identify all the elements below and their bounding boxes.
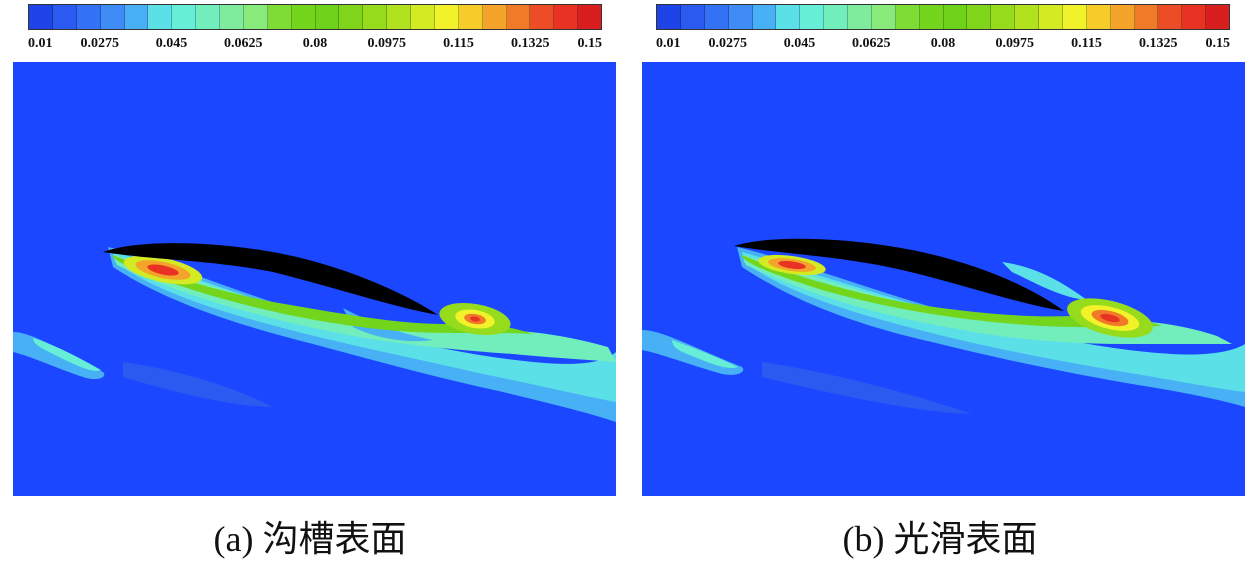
colorbar-segment — [363, 5, 388, 29]
colorbar-segment — [267, 5, 292, 29]
lower-haze — [123, 362, 273, 407]
colorbar-segment — [339, 5, 364, 29]
colorbar-segment — [919, 5, 944, 29]
colorbar-segment — [1134, 5, 1159, 29]
panel-caption: (b) 光滑表面 — [842, 519, 1038, 559]
colorbar-segment — [776, 5, 801, 29]
colorbar-segment — [895, 5, 920, 29]
hotspot-leading-core — [778, 261, 806, 269]
colorbar-segment — [29, 5, 53, 29]
colorbar-segment — [458, 5, 483, 29]
colorbar-segment — [578, 5, 601, 29]
colorbar-tick: 0.0625 — [224, 36, 263, 51]
colorbar-tick: 0.115 — [443, 36, 474, 51]
colorbar-segment — [991, 5, 1016, 29]
colorbar-segment — [220, 5, 244, 29]
colorbar-segment — [76, 5, 101, 29]
airfoil — [103, 243, 438, 315]
colorbar-segment — [100, 5, 125, 29]
colorbar-segment — [482, 5, 507, 29]
colorbar-tick: 0.045 — [783, 36, 816, 51]
colorbar-segment — [1206, 5, 1229, 29]
colorbar-tick: 0.15 — [1205, 36, 1231, 51]
colorbar-segment — [1158, 5, 1183, 29]
colorbar-segment — [148, 5, 173, 29]
colorbar-ticks: 0.01 0.0275 0.045 0.0625 0.08 0.0975 0.1… — [656, 36, 1230, 56]
colorbar-segment — [1110, 5, 1135, 29]
vortex-core — [1100, 313, 1120, 323]
colorbar-tick: 0.1325 — [511, 36, 550, 51]
colorbar-segment — [411, 5, 435, 29]
hotspot-leading-core — [147, 264, 179, 276]
colorbar-segment — [967, 5, 992, 29]
colorbar-segment — [704, 5, 729, 29]
colorbar-tick: 0.0975 — [367, 36, 407, 51]
colorbar-segment — [752, 5, 777, 29]
colorbar-segment — [387, 5, 411, 29]
colorbar-segment — [196, 5, 220, 29]
colorbar-segment — [1182, 5, 1207, 29]
colorbar-segment — [1039, 5, 1063, 29]
colorbar-tick: 0.1325 — [1139, 36, 1178, 51]
colorbar-segment — [243, 5, 268, 29]
colorbar-segment — [1015, 5, 1039, 29]
colorbar-segment — [848, 5, 872, 29]
wake-cyan — [742, 252, 1245, 392]
colorbar-tick: 0.0275 — [708, 36, 748, 51]
wake-tongue — [1002, 262, 1087, 300]
colorbar-tick: 0.01 — [656, 36, 681, 51]
colorbar-tick: 0.01 — [28, 36, 53, 51]
streak-lower-left-core — [33, 338, 101, 371]
colorbar-tick: 0.08 — [302, 36, 328, 51]
colorbar-segment — [554, 5, 579, 29]
colorbar-segment — [824, 5, 848, 29]
contour-field — [642, 62, 1245, 496]
panel-caption: (a) 沟槽表面 — [213, 519, 407, 559]
colorbar-tick: 0.115 — [1071, 36, 1102, 51]
colorbar — [28, 4, 602, 30]
lower-haze — [762, 362, 972, 414]
streak-lower-left-core — [672, 340, 738, 368]
colorbar-segment — [680, 5, 705, 29]
colorbar-segment — [800, 5, 825, 29]
colorbar-segment — [172, 5, 197, 29]
colorbar-segment — [1062, 5, 1087, 29]
colorbar-tick: 0.08 — [930, 36, 956, 51]
colorbar-segment — [1086, 5, 1111, 29]
panel-b: 0.01 0.0275 0.045 0.0625 0.08 0.0975 0.1… — [630, 0, 1250, 561]
colorbar-tick: 0.0625 — [852, 36, 891, 51]
colorbar-segment — [530, 5, 555, 29]
wake-teal — [113, 255, 616, 362]
colorbar-ticks: 0.01 0.0275 0.045 0.0625 0.08 0.0975 0.1… — [28, 36, 602, 56]
colorbar-tick: 0.0975 — [995, 36, 1035, 51]
colorbar-segment — [291, 5, 316, 29]
panel-a: 0.01 0.0275 0.045 0.0625 0.08 0.0975 0.1… — [0, 0, 620, 561]
colorbar-tick: 0.0275 — [80, 36, 120, 51]
colorbar-segment — [315, 5, 340, 29]
vortex-core — [470, 316, 480, 322]
airfoil — [734, 238, 1064, 311]
colorbar-segment — [728, 5, 753, 29]
colorbar-tick: 0.045 — [155, 36, 188, 51]
wake-cyan — [113, 252, 616, 402]
colorbar-segment — [434, 5, 459, 29]
colorbar-segment — [871, 5, 896, 29]
colorbar-segment — [657, 5, 681, 29]
colorbar-segment — [52, 5, 77, 29]
colorbar — [656, 4, 1230, 30]
colorbar-tick: 0.15 — [577, 36, 603, 51]
colorbar-segment — [506, 5, 531, 29]
colorbar-segment — [943, 5, 968, 29]
contour-field — [13, 62, 616, 496]
colorbar-segment — [124, 5, 149, 29]
